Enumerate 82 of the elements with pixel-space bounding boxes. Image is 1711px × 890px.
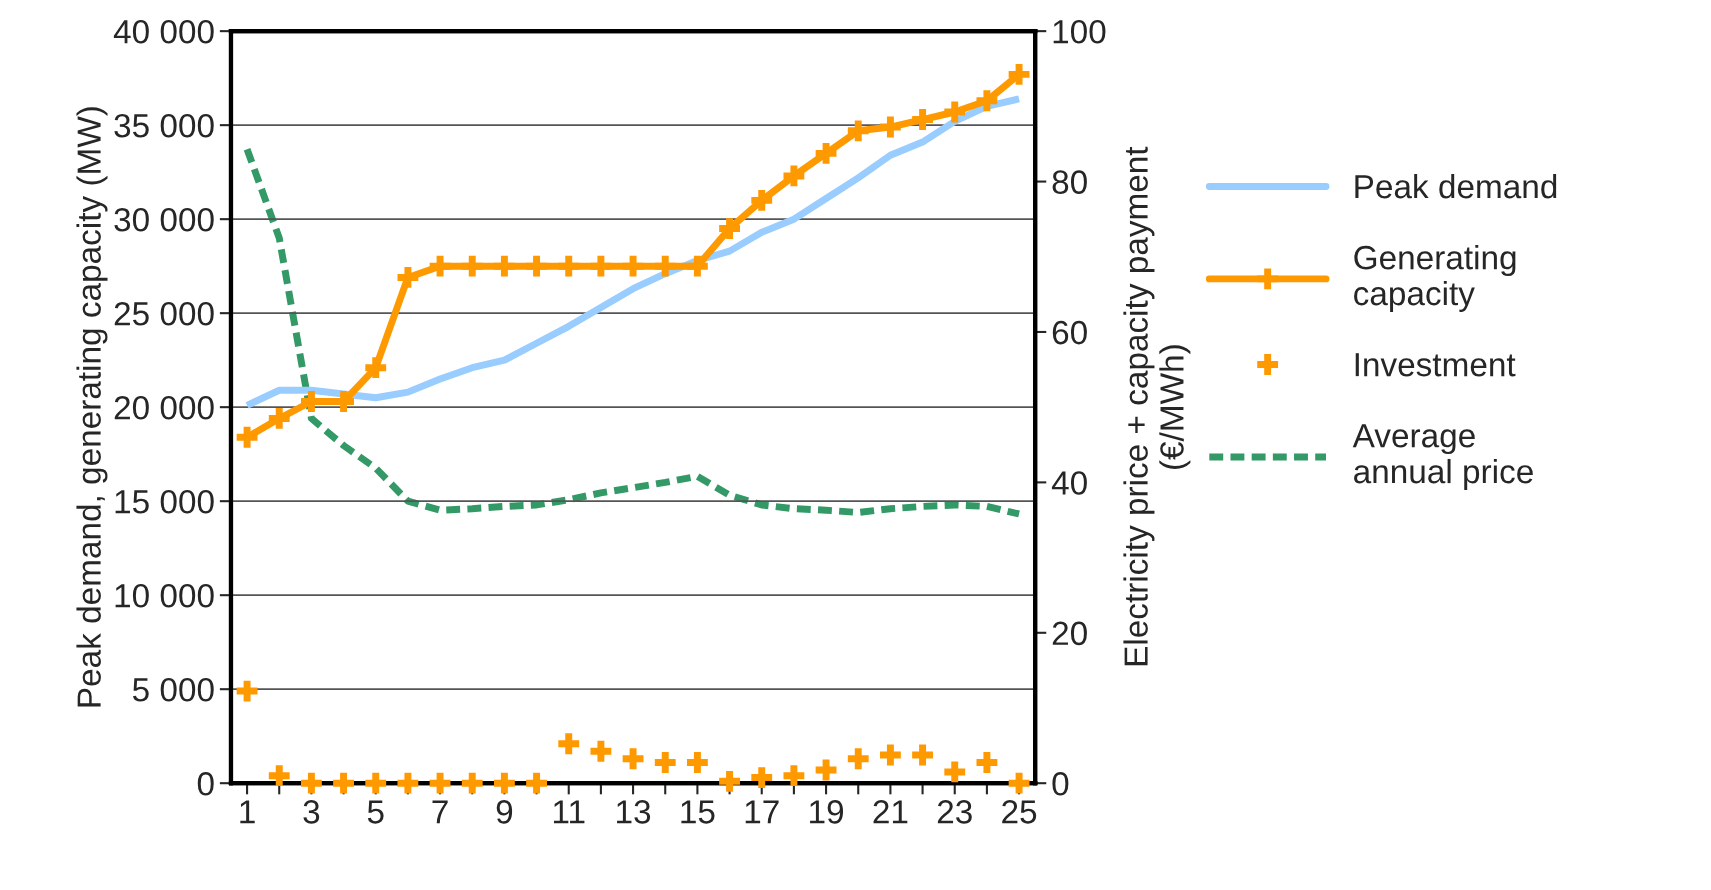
y-tick-label: 15 000 <box>115 489 214 514</box>
point <box>719 770 740 792</box>
point <box>686 255 708 277</box>
point <box>365 772 387 794</box>
x-tick-label: 7 <box>432 800 448 824</box>
x-tick-label: 3 <box>303 800 320 824</box>
point <box>526 255 547 277</box>
y-tick-label: 25 000 <box>114 301 214 326</box>
point <box>333 772 354 794</box>
y-tick-label: 10 000 <box>115 583 214 608</box>
point <box>590 255 612 277</box>
point <box>397 772 419 794</box>
point <box>397 267 419 288</box>
x-tick-label: 17 <box>745 800 779 824</box>
point <box>365 357 387 379</box>
point <box>268 408 290 429</box>
point <box>429 255 451 277</box>
x-tick-label: 9 <box>496 800 513 824</box>
y2-tick-label: 20 <box>1052 621 1087 646</box>
point <box>300 772 322 794</box>
point <box>783 765 805 787</box>
point <box>912 744 933 766</box>
legend-label: Peak demand <box>1355 173 1557 199</box>
y-axis-title: Peak demand, generating capacity (MW) <box>76 107 108 707</box>
point <box>493 255 515 277</box>
point <box>558 255 580 277</box>
point <box>944 761 966 783</box>
point <box>429 772 451 794</box>
point <box>236 426 258 448</box>
point <box>751 767 773 788</box>
point <box>558 733 580 755</box>
y2-tick-label: 40 <box>1051 471 1087 495</box>
point <box>526 772 547 794</box>
point <box>976 752 998 773</box>
legend-label: Generating capacity <box>1354 244 1516 312</box>
point <box>268 765 290 787</box>
y-tick-label: 35 000 <box>114 113 214 138</box>
point <box>461 255 483 277</box>
point <box>236 680 258 702</box>
point <box>847 120 869 142</box>
point <box>815 142 837 164</box>
point <box>686 752 708 773</box>
point <box>1008 63 1030 85</box>
point <box>783 165 805 187</box>
y-tick-label: 40 000 <box>113 19 214 44</box>
point <box>815 759 837 781</box>
y2-axis-title: Electricity price + capacity payment (€/MWh) <box>1123 146 1191 666</box>
x-tick-label: 25 <box>1002 800 1037 824</box>
point <box>719 218 740 239</box>
point <box>912 109 933 130</box>
x-tick-label: 15 <box>681 800 715 824</box>
x-tick-label: 19 <box>810 800 844 824</box>
x-tick-label: 11 <box>553 800 585 824</box>
point <box>654 255 676 277</box>
y-tick-label: 5 000 <box>132 678 214 702</box>
y2-tick-label: 80 <box>1052 170 1087 194</box>
y-tick-label: 0 <box>197 772 214 796</box>
point <box>751 189 773 211</box>
point <box>976 90 998 112</box>
legend-label: Investment <box>1355 353 1516 377</box>
x-tick-label: 23 <box>937 800 972 824</box>
x-tick-label: 13 <box>617 800 651 824</box>
legend-label: Average annual price <box>1352 424 1533 491</box>
point <box>654 752 676 773</box>
point <box>622 748 644 770</box>
y2-tick-label: 100 <box>1053 19 1106 44</box>
point <box>622 255 644 277</box>
point <box>493 772 515 794</box>
y2-tick-label: 0 <box>1052 772 1069 796</box>
point <box>879 744 901 766</box>
x-tick-label: 5 <box>367 800 384 824</box>
point <box>1008 772 1030 794</box>
x-tick-label: 21 <box>873 800 908 824</box>
point <box>879 116 901 138</box>
point <box>944 101 966 123</box>
point <box>461 772 483 794</box>
y-tick-label: 30 000 <box>114 207 214 232</box>
point <box>847 748 869 770</box>
point <box>590 740 612 762</box>
x-tick-label: 1 <box>240 800 255 824</box>
y2-tick-label: 60 <box>1052 320 1087 345</box>
y-tick-label: 20 000 <box>114 395 214 420</box>
